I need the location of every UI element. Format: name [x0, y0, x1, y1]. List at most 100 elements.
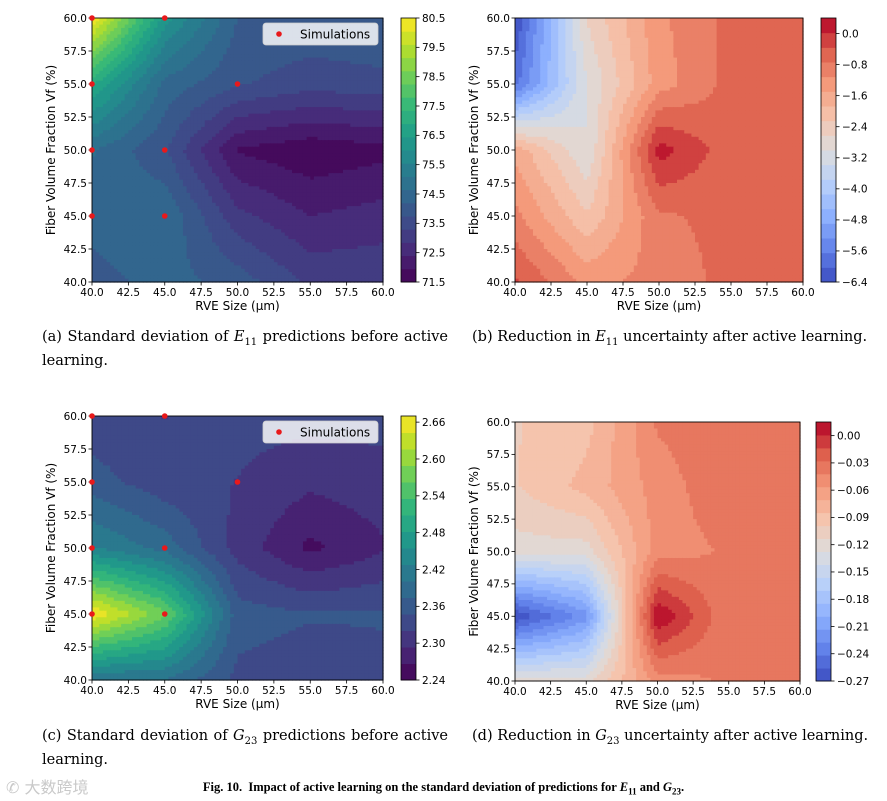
contour-cell — [299, 90, 304, 95]
contour-cell — [142, 90, 148, 95]
contour-cell — [335, 74, 340, 78]
contour-cell — [190, 113, 195, 118]
contour-cell — [95, 31, 100, 36]
contour-cell — [164, 110, 169, 115]
contour-cell — [219, 84, 224, 88]
contour-cell — [342, 74, 348, 78]
contour-cell — [241, 70, 246, 75]
contour-cell — [190, 97, 195, 102]
contour-cell — [346, 44, 351, 49]
contour-cell — [92, 18, 97, 22]
contour-cell — [317, 93, 322, 98]
contour-cell — [281, 97, 286, 102]
contour-cell — [364, 70, 370, 75]
contour-cell — [182, 84, 188, 88]
contour-cell — [182, 87, 188, 92]
contour-cell — [255, 60, 260, 65]
contour-cell — [273, 57, 279, 62]
contour-cell — [157, 54, 162, 59]
contour-cell — [222, 34, 228, 39]
contour-cell — [110, 97, 115, 102]
contour-cell — [142, 27, 148, 32]
contour-cell — [252, 44, 257, 49]
contour-cell — [277, 51, 282, 55]
contour-cell — [332, 90, 337, 95]
contour-cell — [157, 84, 162, 88]
contour-cell — [99, 37, 104, 42]
contour-cell — [110, 70, 115, 75]
contour-cell — [353, 107, 359, 111]
contour-cell — [237, 84, 242, 88]
contour-cell — [368, 113, 373, 118]
contour-cell — [193, 100, 199, 105]
contour-cell — [124, 41, 129, 45]
contour-cell — [230, 37, 235, 42]
contour-cell — [350, 80, 355, 85]
contour-cell — [313, 77, 319, 82]
contour-cell — [317, 87, 322, 92]
contour-cell — [95, 100, 100, 105]
contour-cell — [226, 70, 231, 75]
contour-cell — [193, 74, 199, 78]
contour-cell — [262, 107, 268, 111]
contour-cell — [204, 97, 209, 102]
contour-cell — [132, 84, 137, 88]
contour-cell — [335, 87, 340, 92]
contour-cell — [357, 100, 362, 105]
contour-cell — [372, 84, 377, 88]
contour-cell — [139, 70, 144, 75]
contour-cell — [175, 110, 180, 115]
contour-cell — [244, 44, 250, 49]
contour-cell — [95, 27, 100, 32]
contour-cell — [157, 51, 162, 55]
contour-cell — [339, 90, 344, 95]
contour-cell — [252, 103, 257, 108]
contour-cell — [157, 21, 162, 26]
contour-cell — [164, 18, 169, 22]
contour-cell — [324, 87, 330, 92]
contour-cell — [361, 113, 366, 118]
contour-cell — [110, 21, 115, 26]
contour-cell — [110, 77, 115, 82]
contour-cell — [252, 110, 257, 115]
contour-cell — [92, 47, 97, 52]
contour-cell — [121, 113, 126, 118]
contour-cell — [255, 80, 260, 85]
contour-cell — [219, 90, 224, 95]
contour-cell — [168, 74, 173, 78]
contour-cell — [310, 103, 315, 108]
contour-cell — [135, 31, 140, 36]
contour-cell — [99, 113, 104, 118]
contour-cell — [295, 100, 300, 105]
contour-cell — [106, 103, 111, 108]
contour-cell — [226, 41, 231, 45]
contour-cell — [204, 54, 209, 59]
contour-cell — [288, 57, 293, 62]
contour-cell — [230, 113, 235, 118]
contour-cell — [222, 60, 228, 65]
contour-cell — [270, 113, 275, 118]
contour-cell — [379, 44, 384, 49]
contour-cell — [139, 113, 144, 118]
contour-cell — [124, 57, 129, 62]
contour-cell — [332, 47, 337, 52]
contour-cell — [201, 44, 206, 49]
contour-cell — [128, 80, 133, 85]
contour-cell — [106, 90, 111, 95]
contour-cell — [328, 51, 333, 55]
contour-cell — [182, 24, 188, 29]
contour-cell — [197, 54, 202, 59]
contour-cell — [262, 103, 268, 108]
contour-cell — [226, 24, 231, 29]
contour-cell — [321, 110, 326, 115]
contour-cell — [201, 90, 206, 95]
contour-cell — [117, 103, 122, 108]
contour-cell — [193, 37, 199, 42]
contour-cell — [142, 64, 148, 69]
contour-cell — [168, 51, 173, 55]
contour-cell — [153, 37, 159, 42]
contour-cell — [193, 97, 199, 102]
contour-cell — [332, 51, 337, 55]
contour-cell — [244, 41, 250, 45]
contour-cell — [357, 84, 362, 88]
